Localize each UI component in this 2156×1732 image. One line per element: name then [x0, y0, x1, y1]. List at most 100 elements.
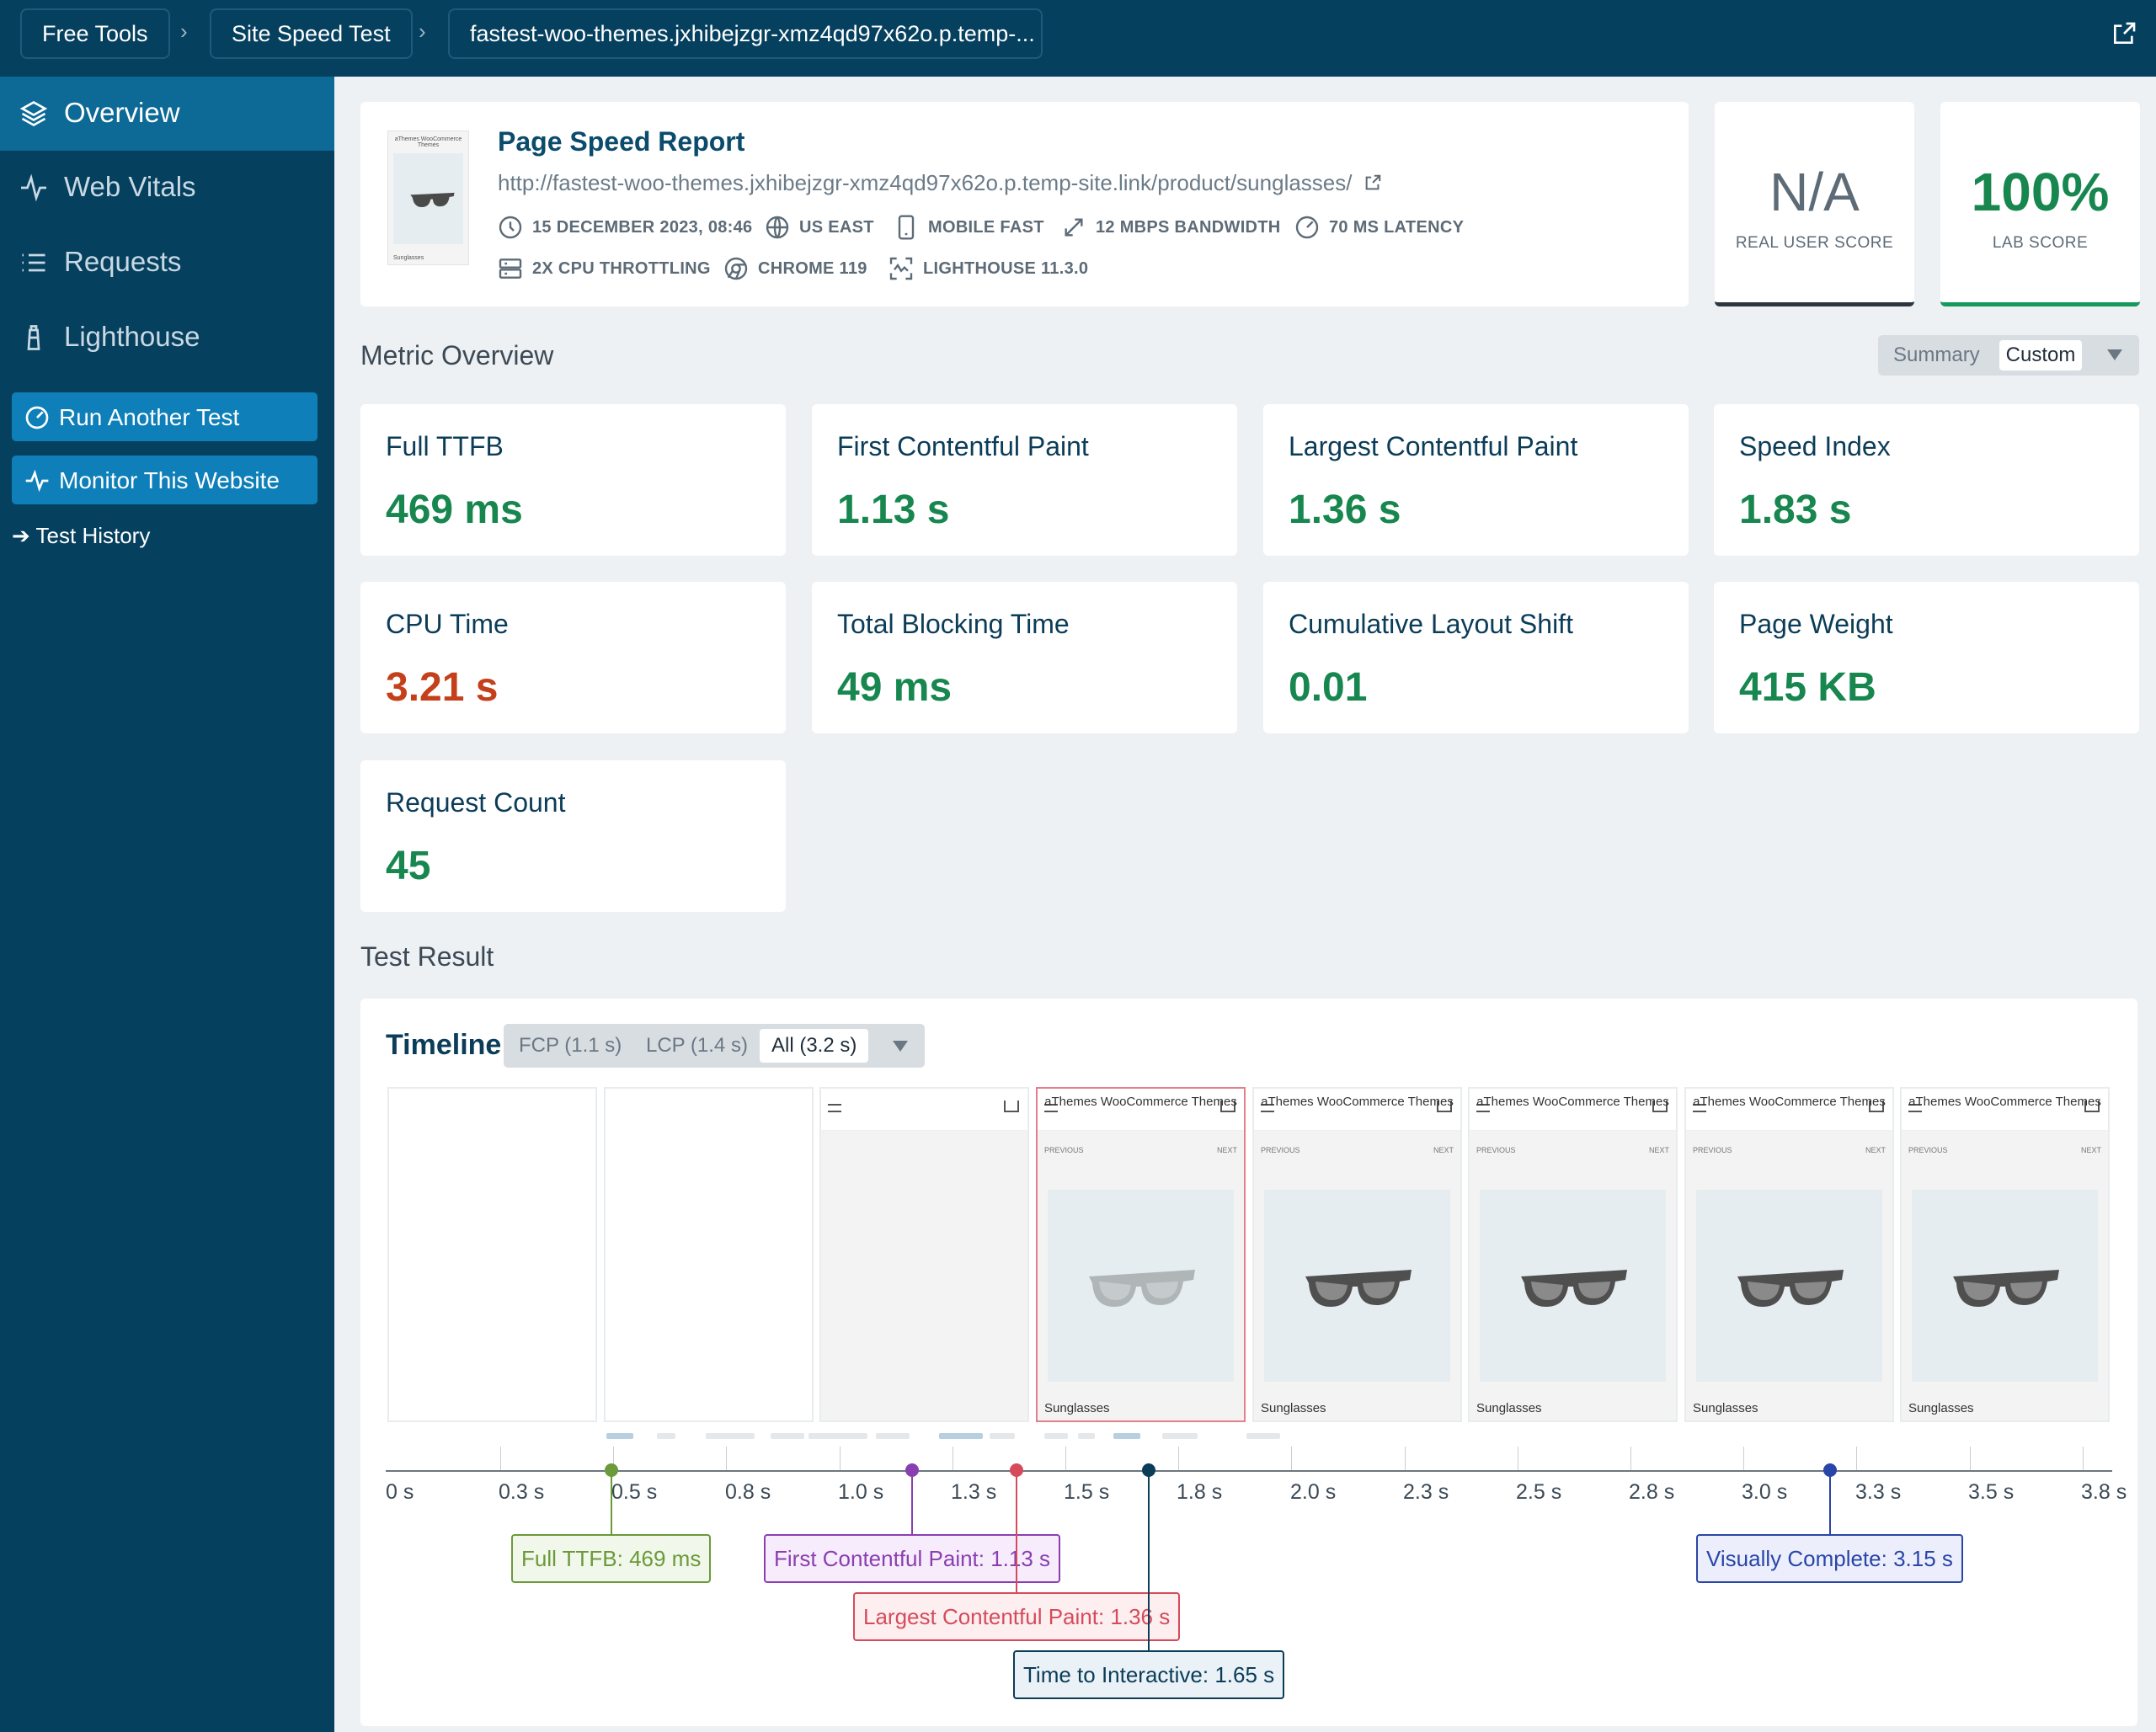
- filmstrip-frame[interactable]: [604, 1087, 814, 1422]
- frame-brand: aThemes WooCommerce Themes: [1044, 1095, 1237, 1109]
- metric-value: 1.13 s: [837, 488, 950, 532]
- timeline-marker-stem: [911, 1470, 913, 1534]
- timeline-range-tabs[interactable]: FCP (1.1 s) LCP (1.4 s) All (3.2 s): [504, 1024, 925, 1068]
- filmstrip-frame[interactable]: aThemes WooCommerce Themes PREVIOUS NEXT Su…: [1684, 1087, 1894, 1422]
- lab-score-value: 100%: [1971, 162, 2110, 222]
- metric-card-first-contentful-paint[interactable]: First Contentful Paint 1.13 s: [812, 404, 1237, 556]
- frame-product-image: [1480, 1190, 1666, 1382]
- frame-next: NEXT: [2080, 1146, 2101, 1154]
- frame-brand: aThemes WooCommerce Themes: [1693, 1095, 1886, 1109]
- metric-value: 45: [386, 844, 431, 888]
- metric-card-speed-index[interactable]: Speed Index 1.83 s: [1714, 404, 2139, 556]
- test-bandwidth-text: 12 MBPS BANDWIDTH: [1096, 218, 1281, 237]
- scan-icon: [889, 257, 913, 280]
- filmstrip-frame[interactable]: aThemes WooCommerce Themes PREVIOUS NEXT Su…: [1252, 1087, 1462, 1422]
- real-user-score-label: REAL USER SCORE: [1735, 234, 1894, 252]
- menu-icon: [1261, 1104, 1274, 1112]
- metric-label: Speed Index: [1739, 431, 1891, 461]
- tab-fcp[interactable]: FCP (1.1 s): [519, 1034, 622, 1057]
- metric-card-full-ttfb[interactable]: Full TTFB 469 ms: [360, 404, 786, 556]
- metric-card-page-weight[interactable]: Page Weight 415 KB: [1714, 582, 2139, 733]
- external-link-icon[interactable]: [1364, 173, 1382, 192]
- timeline-marker-label[interactable]: Visually Complete: 3.15 s: [1696, 1534, 1963, 1583]
- breadcrumb-current-url[interactable]: fastest-woo-themes.jxhibejzgr-xmz4qd97x6…: [448, 8, 1043, 59]
- menu-icon: [1044, 1104, 1058, 1112]
- frame-prev: PREVIOUS: [1693, 1146, 1732, 1154]
- run-another-test-label: Run Another Test: [59, 404, 240, 430]
- axis-tick-label: 2.0 s: [1290, 1480, 1337, 1504]
- metric-card-cumulative-layout-shift[interactable]: Cumulative Layout Shift 0.01: [1263, 582, 1689, 733]
- frame-next: NEXT: [1433, 1146, 1454, 1154]
- page-thumbnail[interactable]: aThemes WooCommerce Themes Sunglasses: [387, 131, 469, 265]
- tab-lcp[interactable]: LCP (1.4 s): [646, 1034, 748, 1057]
- chevron-down-icon[interactable]: [2107, 349, 2122, 360]
- monitor-website-button[interactable]: Monitor This Website: [12, 456, 318, 504]
- axis-tick: [1065, 1447, 1066, 1470]
- test-history-link[interactable]: ➔ Test History: [12, 523, 151, 548]
- real-user-score-value: N/A: [1769, 162, 1860, 222]
- sidebar-item-lighthouse[interactable]: Lighthouse: [0, 301, 334, 375]
- thumbnail-caption: Sunglasses: [393, 255, 424, 261]
- filmstrip-frame[interactable]: aThemes WooCommerce Themes PREVIOUS NEXT Su…: [1900, 1087, 2110, 1422]
- top-bar: Free Tools › Site Speed Test › fastest-w…: [0, 0, 2156, 77]
- metric-value: 469 ms: [386, 488, 523, 532]
- tab-all[interactable]: All (3.2 s): [760, 1029, 869, 1063]
- external-link-icon[interactable]: [2111, 20, 2137, 47]
- toggle-summary[interactable]: Summary: [1893, 344, 1980, 366]
- test-date-text: 15 DECEMBER 2023, 08:46: [532, 218, 753, 237]
- monitor-website-label: Monitor This Website: [59, 467, 280, 493]
- filmstrip-frame[interactable]: aThemes WooCommerce Themes PREVIOUS NEXT Su…: [1468, 1087, 1678, 1422]
- breadcrumb-site-speed-test[interactable]: Site Speed Test: [210, 8, 413, 59]
- sunglasses-icon: [1520, 1270, 1627, 1307]
- cart-icon: [1437, 1100, 1452, 1112]
- gauge-icon: [1295, 216, 1319, 239]
- sunglasses-icon: [410, 192, 455, 207]
- metric-card-largest-contentful-paint[interactable]: Largest Contentful Paint 1.36 s: [1263, 404, 1689, 556]
- frame-caption: Sunglasses: [1261, 1401, 1326, 1415]
- metric-card-request-count[interactable]: Request Count 45: [360, 760, 786, 912]
- frame-nav: PREVIOUS NEXT: [1044, 1146, 1237, 1154]
- filmstrip-frame[interactable]: [819, 1087, 1029, 1422]
- metric-view-toggle[interactable]: Summary Custom: [1878, 335, 2139, 376]
- layers-icon: [19, 100, 48, 127]
- real-user-score-card[interactable]: N/A REAL USER SCORE: [1715, 102, 1914, 306]
- frame-body: PREVIOUS NEXT Sunglasses: [1470, 1131, 1676, 1420]
- filmstrip-frame[interactable]: aThemes WooCommerce Themes PREVIOUS NEXT Su…: [1036, 1087, 1246, 1422]
- lighthouse-icon: [27, 325, 40, 350]
- server-icon: [499, 258, 522, 279]
- metric-card-cpu-time[interactable]: CPU Time 3.21 s: [360, 582, 786, 733]
- breadcrumb-separator-icon: ›: [419, 19, 426, 44]
- timeline-title: Timeline: [386, 1029, 502, 1061]
- lab-score-card[interactable]: 100% LAB SCORE: [1940, 102, 2140, 306]
- frame-caption: Sunglasses: [1044, 1401, 1110, 1415]
- request-strip-segment: [657, 1433, 675, 1439]
- sidebar-item-label: Requests: [64, 246, 182, 277]
- test-region: US EAST: [766, 216, 874, 239]
- test-result-title: Test Result: [360, 941, 494, 972]
- timeline-marker-label[interactable]: First Contentful Paint: 1.13 s: [764, 1534, 1061, 1583]
- toggle-custom[interactable]: Custom: [1999, 340, 2082, 370]
- timeline-marker-label[interactable]: Full TTFB: 469 ms: [511, 1534, 712, 1583]
- axis-tick: [1630, 1447, 1631, 1470]
- filmstrip-frame[interactable]: [387, 1087, 597, 1422]
- timeline-marker-label[interactable]: Largest Contentful Paint: 1.36 s: [853, 1592, 1181, 1641]
- sidebar-item-overview[interactable]: Overview: [0, 77, 334, 151]
- test-bandwidth: 12 MBPS BANDWIDTH: [1065, 218, 1281, 237]
- frame-product-image: [1912, 1190, 2098, 1382]
- run-another-test-button[interactable]: Run Another Test: [12, 392, 318, 441]
- metric-card-total-blocking-time[interactable]: Total Blocking Time 49 ms: [812, 582, 1237, 733]
- sidebar-item-requests[interactable]: Requests: [0, 226, 334, 300]
- timeline-axis: [386, 1470, 2112, 1472]
- timeline-marker-label[interactable]: Time to Interactive: 1.65 s: [1013, 1650, 1285, 1699]
- frame-nav: PREVIOUS NEXT: [1908, 1146, 2101, 1154]
- frame-body: PREVIOUS NEXT Sunglasses: [1254, 1131, 1460, 1420]
- breadcrumb-free-tools[interactable]: Free Tools: [20, 8, 170, 59]
- report-url[interactable]: http://fastest-woo-themes.jxhibejzgr-xmz…: [498, 170, 1382, 196]
- pulse-icon: [25, 469, 49, 493]
- frame-header: [821, 1089, 1027, 1131]
- list-icon: [22, 253, 45, 272]
- menu-icon: [828, 1104, 841, 1112]
- sidebar-item-web-vitals[interactable]: Web Vitals: [0, 151, 334, 225]
- chevron-down-icon[interactable]: [893, 1041, 908, 1052]
- request-strip-segment: [1113, 1433, 1140, 1439]
